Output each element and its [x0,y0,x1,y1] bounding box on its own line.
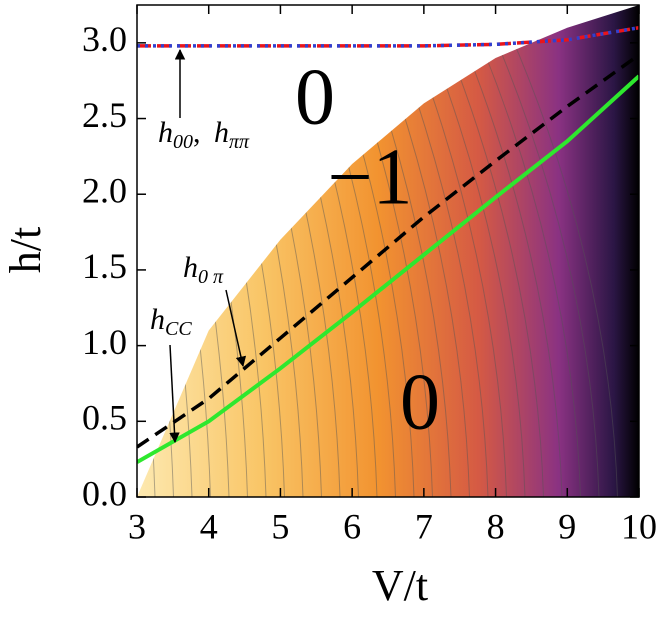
y-tick-label: 1.5 [82,246,127,286]
x-tick-label: 7 [415,506,433,546]
x-tick-label: 8 [487,506,505,546]
field [137,5,639,497]
x-tick-label: 3 [128,506,146,546]
series-line [137,74,639,464]
y-axis-label: h/t [1,227,50,273]
contour-line [447,5,563,497]
phase-label: −1 [327,133,412,221]
contour-line [480,5,600,497]
arrow [225,289,247,368]
y-tick-label: 1.0 [82,322,127,362]
x-tick-label: 6 [343,506,361,546]
arrow [169,344,180,444]
region [137,5,639,497]
y-tick-label: 3.0 [82,19,127,59]
y-tick-label: 2.5 [82,95,127,135]
x-axis-label: V/t [372,561,428,610]
x-tick-label: 10 [621,506,657,546]
curves [137,25,639,464]
series-line [137,25,639,48]
x-tick-label: 5 [271,506,289,546]
contour-line [497,5,618,497]
arrows [169,48,247,444]
y-tick-label: 0.5 [82,398,127,438]
y-tick-label: 2.0 [82,170,127,210]
curve-label: hCC [150,303,192,340]
x-tick-label: 9 [558,506,576,546]
plot-frame [136,4,640,498]
y-tick-label: 0.0 [82,473,127,513]
curve-label: h0 π [183,251,224,288]
contour-line [464,5,581,497]
series-line [137,53,639,449]
phase-label: 0 [400,358,440,446]
curve-label: h00, hππ [158,116,250,153]
phase-label: 0 [295,53,335,141]
x-tick-label: 4 [200,506,218,546]
